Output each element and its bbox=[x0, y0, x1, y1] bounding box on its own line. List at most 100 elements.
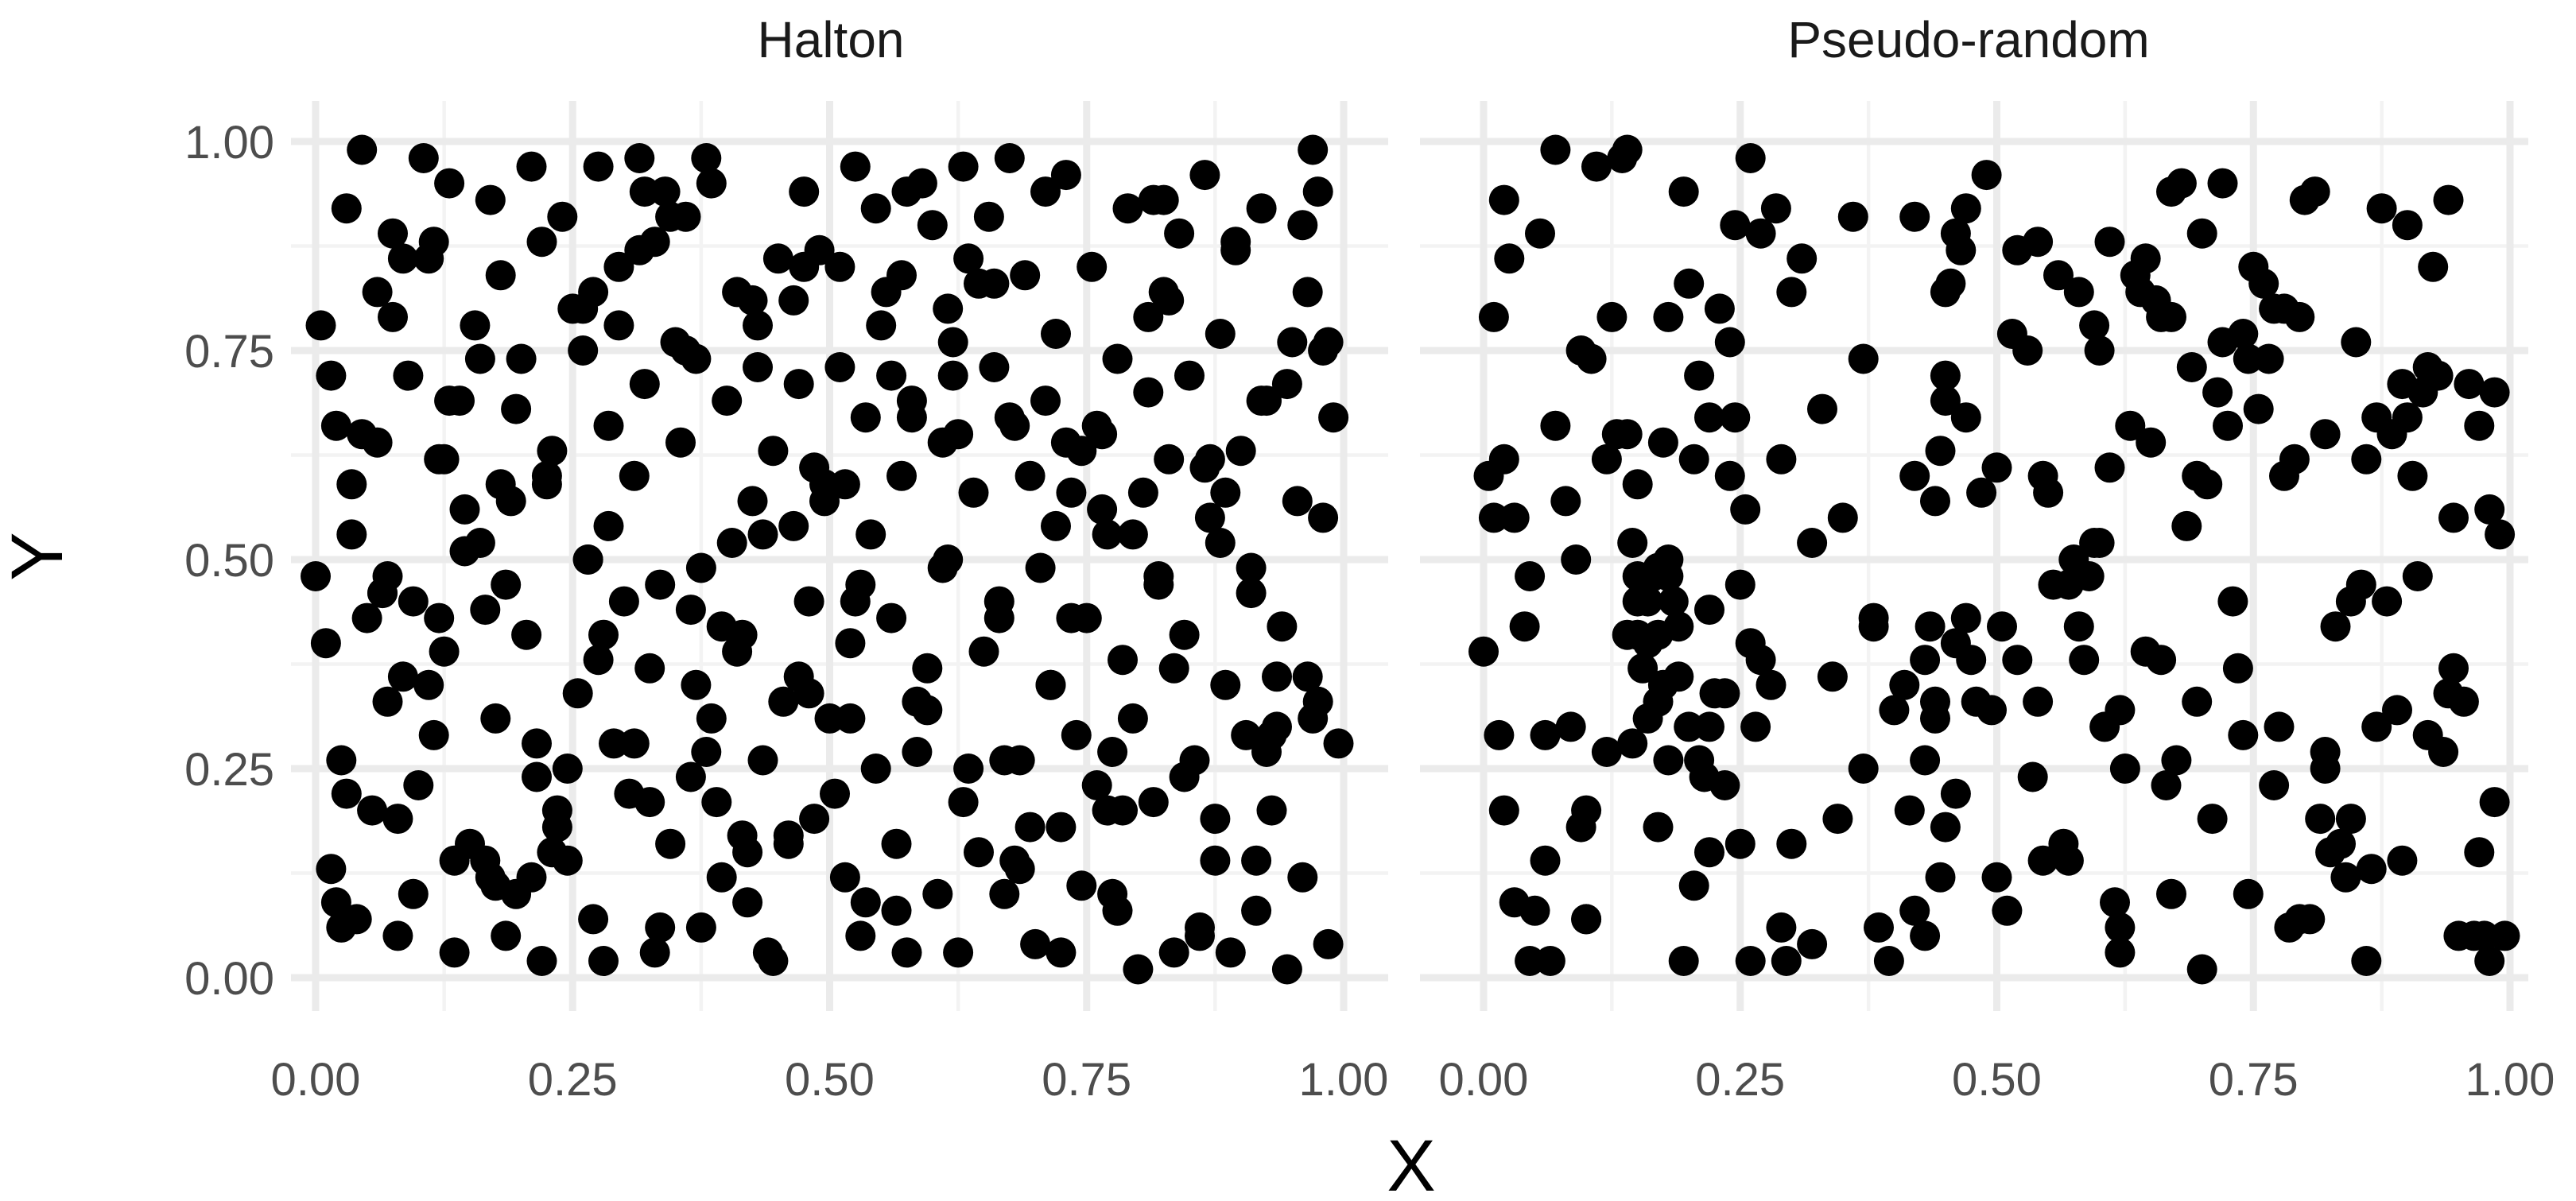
pseudo-random-point bbox=[2094, 452, 2125, 483]
halton-point bbox=[485, 469, 516, 500]
halton-point bbox=[727, 820, 758, 851]
pseudo-random-point bbox=[1766, 912, 1797, 943]
halton-point bbox=[768, 686, 799, 717]
halton-point bbox=[593, 410, 624, 441]
halton-point bbox=[902, 737, 933, 767]
halton-point bbox=[1041, 510, 1071, 541]
pseudo-random-point bbox=[1771, 946, 1802, 976]
halton-point bbox=[1205, 319, 1236, 349]
halton-point bbox=[973, 201, 1004, 232]
pseudo-random-point bbox=[1950, 193, 1981, 224]
halton-point bbox=[552, 754, 583, 784]
pseudo-random-point bbox=[1910, 920, 1941, 951]
halton-point bbox=[783, 661, 814, 692]
halton-point bbox=[824, 352, 855, 382]
halton-point bbox=[305, 310, 336, 341]
halton-point bbox=[696, 168, 727, 199]
halton-point bbox=[522, 728, 552, 759]
pseudo-random-point bbox=[1899, 460, 1930, 491]
pseudo-random-point bbox=[1915, 611, 1946, 642]
pseudo-random-point bbox=[1530, 845, 1561, 876]
halton-point bbox=[1241, 845, 1272, 876]
pseudo-random-point bbox=[2017, 761, 2048, 792]
halton-point bbox=[922, 878, 953, 909]
halton-point bbox=[1066, 436, 1097, 467]
pseudo-random-point bbox=[1720, 402, 1751, 433]
halton-point bbox=[773, 820, 804, 851]
halton-point bbox=[1020, 928, 1051, 959]
halton-point bbox=[501, 393, 532, 424]
pseudo-random-point bbox=[1678, 870, 1709, 901]
halton-point bbox=[953, 754, 984, 784]
pseudo-random-point bbox=[1776, 828, 1807, 859]
pseudo-random-point bbox=[2002, 645, 2033, 676]
halton-point bbox=[824, 251, 855, 282]
pseudo-random-point bbox=[1494, 243, 1525, 274]
pseudo-random-point bbox=[2109, 754, 2140, 784]
pseudo-random-point bbox=[1499, 502, 1530, 533]
halton-point bbox=[1138, 184, 1169, 215]
halton-point bbox=[860, 193, 891, 224]
halton-point bbox=[434, 168, 465, 199]
pseudo-random-point bbox=[1848, 343, 1879, 374]
halton-point bbox=[809, 486, 840, 517]
halton-point bbox=[855, 519, 886, 550]
pseudo-random-point bbox=[1797, 928, 1828, 959]
halton-point bbox=[691, 143, 722, 173]
pseudo-random-point bbox=[1981, 452, 2012, 483]
pseudo-random-point bbox=[2105, 912, 2136, 943]
pseudo-random-point bbox=[2351, 444, 2382, 475]
halton-point bbox=[860, 754, 891, 784]
pseudo-random-point bbox=[1950, 602, 1981, 633]
halton-point bbox=[762, 243, 793, 274]
halton-point bbox=[983, 602, 1014, 633]
pseudo-random-point bbox=[1617, 728, 1648, 759]
halton-point bbox=[886, 260, 917, 291]
halton-point bbox=[917, 210, 948, 241]
halton-point bbox=[1133, 377, 1164, 408]
pseudo-random-point bbox=[2105, 695, 2136, 726]
halton-point bbox=[1251, 737, 1282, 767]
pseudo-random-point bbox=[2418, 251, 2449, 282]
halton-point bbox=[1154, 285, 1185, 316]
pseudo-random-panel-title: Pseudo-random bbox=[1787, 11, 2149, 68]
pseudo-random-point bbox=[2079, 310, 2110, 341]
halton-point bbox=[1271, 369, 1302, 400]
pseudo-random-point bbox=[1694, 837, 1724, 868]
pseudo-random-point bbox=[2351, 946, 2382, 976]
pseudo-random-point bbox=[2464, 410, 2495, 441]
pseudo-random-point bbox=[1720, 210, 1751, 241]
pseudo-random-point bbox=[2320, 611, 2351, 642]
halton-point bbox=[480, 703, 511, 734]
pseudo-random-point bbox=[2130, 243, 2161, 274]
halton-point bbox=[1010, 260, 1041, 291]
halton-point bbox=[989, 745, 1020, 776]
halton-point bbox=[382, 920, 413, 951]
pseudo-random-point bbox=[1627, 653, 1658, 684]
halton-point bbox=[937, 360, 968, 391]
halton-point bbox=[347, 134, 378, 165]
pseudo-random-point bbox=[2428, 737, 2459, 767]
y-tick-label: 0.50 bbox=[184, 535, 274, 587]
y-axis-tick-labels: 0.00 0.25 0.50 0.75 1.00 bbox=[184, 117, 274, 1005]
pseudo-random-point bbox=[1755, 669, 1787, 700]
halton-point bbox=[1164, 218, 1195, 249]
halton-point bbox=[1267, 611, 1298, 642]
pseudo-random-point bbox=[2197, 804, 2228, 835]
pseudo-random-point bbox=[1571, 904, 1602, 935]
pseudo-random-point bbox=[2100, 887, 2130, 918]
pseudo-random-point bbox=[1797, 528, 1828, 558]
halton-point bbox=[645, 912, 676, 943]
halton-x-tick-label: 0.25 bbox=[528, 1054, 618, 1106]
halton-point bbox=[1014, 460, 1046, 491]
halton-point bbox=[964, 268, 994, 299]
halton-point bbox=[994, 402, 1025, 433]
halton-point bbox=[526, 227, 557, 258]
halton-point bbox=[301, 561, 331, 591]
pseudo-random-point bbox=[2335, 804, 2366, 835]
halton-point bbox=[1092, 519, 1123, 550]
halton-point bbox=[964, 837, 994, 868]
halton-point bbox=[357, 795, 388, 826]
pseudo-random-x-tick-label: 0.25 bbox=[1695, 1054, 1785, 1106]
halton-point bbox=[793, 586, 824, 617]
